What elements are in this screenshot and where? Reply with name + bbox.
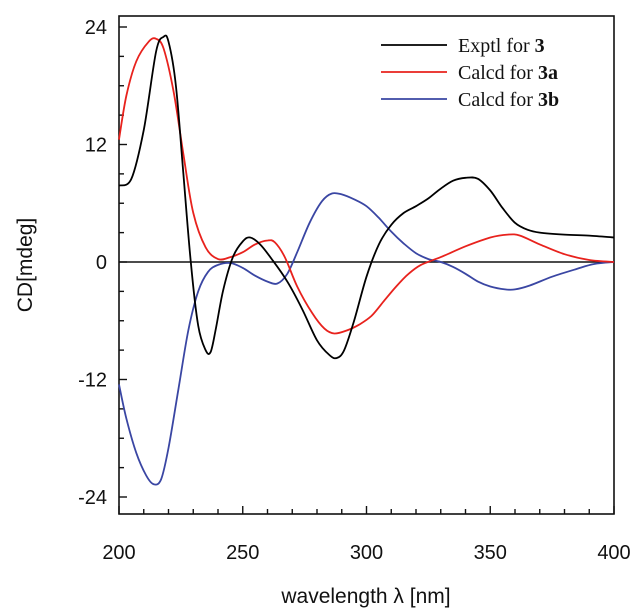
x-tick-label: 300 [350,542,383,564]
x-tick-label: 350 [474,542,507,564]
y-axis-title: CD[mdeg] [14,218,37,313]
x-tick-label: 250 [226,542,259,564]
axis-ticks [118,26,615,514]
y-tick-label: -12 [78,370,107,392]
x-tick-label: 400 [597,542,630,564]
y-tick-label: 12 [85,135,107,157]
y-tick-label: 24 [85,17,107,39]
data-series [118,34,615,486]
legend: Exptl for 3 Calcd for 3a Calcd for 3b [381,35,559,111]
series-line-calcd-for-3a [118,37,615,335]
legend-label: Calcd for 3b [458,89,559,111]
series-line-exptl-for-3 [118,34,615,360]
x-tick-label: 200 [102,542,135,564]
axis-tick-labels: -24 -12 0 12 24 200 250 300 350 400 [78,17,631,564]
y-tick-label: -24 [78,487,107,509]
series-line-calcd-for-3b [118,192,615,486]
legend-label: Exptl for 3 [458,35,545,57]
x-axis-title: wavelength λ [nm] [280,585,450,608]
legend-label: Calcd for 3a [458,62,558,84]
y-tick-label: 0 [96,252,107,274]
